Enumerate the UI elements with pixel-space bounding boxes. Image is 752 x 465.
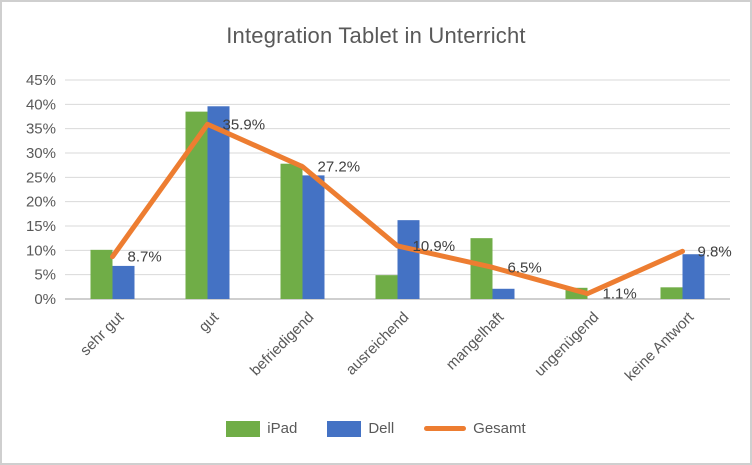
y-axis-tick-label: 40% bbox=[26, 96, 56, 113]
legend-swatch-ipad bbox=[226, 420, 261, 437]
legend-swatch-gesamt bbox=[424, 426, 467, 431]
y-axis-tick-label: 30% bbox=[26, 145, 56, 162]
bar-ipad-6 bbox=[660, 287, 683, 299]
bar-dell-2 bbox=[302, 175, 325, 299]
legend-item-gesamt: Gesamt bbox=[424, 420, 526, 437]
bar-ipad-1 bbox=[185, 111, 208, 299]
legend-label-dell: Dell bbox=[368, 420, 395, 437]
bar-dell-4 bbox=[492, 288, 515, 299]
bar-dell-3 bbox=[397, 220, 420, 299]
x-axis-category-label: ausreichend bbox=[343, 309, 413, 379]
bar-dell-0 bbox=[112, 265, 135, 299]
chart-title: Integration Tablet in Unterricht bbox=[226, 23, 526, 48]
x-axis-category-label: befriedigend bbox=[247, 309, 317, 379]
bar-dell-1 bbox=[207, 106, 230, 299]
data-label-gesamt-0: 8.7% bbox=[128, 249, 162, 266]
bar-ipad-0 bbox=[90, 249, 113, 299]
x-axis-category-label: ungenügend bbox=[531, 309, 602, 380]
data-label-gesamt-4: 6.5% bbox=[508, 259, 542, 276]
x-axis-category-label: keine Antwort bbox=[622, 308, 698, 384]
legend-swatch-dell bbox=[327, 420, 362, 437]
x-axis-category-label: mangelhaft bbox=[443, 308, 508, 373]
bar-ipad-4 bbox=[470, 238, 493, 299]
y-axis-tick-label: 0% bbox=[34, 291, 56, 308]
chart-legend: iPad Dell Gesamt bbox=[2, 420, 750, 437]
legend-item-dell: Dell bbox=[327, 420, 394, 437]
bar-ipad-2 bbox=[280, 163, 303, 299]
line-series-gesamt bbox=[110, 121, 685, 297]
bar-dell-6 bbox=[682, 254, 705, 299]
legend-label-ipad: iPad bbox=[267, 420, 298, 437]
y-axis-tick-label: 10% bbox=[26, 242, 56, 259]
bar-ipad-5 bbox=[565, 287, 588, 299]
legend-item-ipad: iPad bbox=[226, 420, 297, 437]
bar-ipad-3 bbox=[375, 275, 398, 299]
y-axis-tick-label: 45% bbox=[26, 72, 56, 89]
y-axis-tick-label: 5% bbox=[34, 267, 56, 284]
data-label-gesamt-2: 27.2% bbox=[318, 159, 361, 176]
legend-label-gesamt: Gesamt bbox=[473, 420, 526, 437]
data-label-gesamt-6: 9.8% bbox=[698, 243, 732, 260]
data-label-gesamt-1: 35.9% bbox=[223, 116, 266, 133]
x-axis-category-label: sehr gut bbox=[77, 308, 128, 359]
x-axis-category-label: gut bbox=[196, 308, 223, 335]
y-axis-tick-label: 35% bbox=[26, 121, 56, 138]
data-label-gesamt-5: 1.1% bbox=[603, 286, 637, 303]
y-axis-tick-label: 20% bbox=[26, 194, 56, 211]
data-label-gesamt-3: 10.9% bbox=[413, 238, 456, 255]
y-axis-tick-label: 15% bbox=[26, 218, 56, 235]
y-axis-tick-label: 25% bbox=[26, 169, 56, 186]
